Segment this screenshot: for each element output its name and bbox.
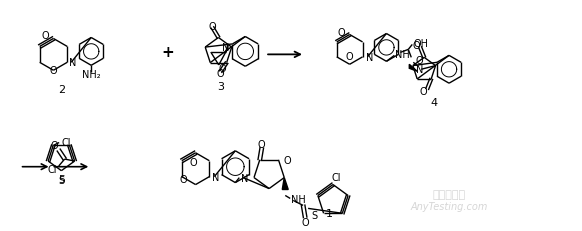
- Text: Cl: Cl: [61, 137, 70, 147]
- Text: O: O: [217, 68, 225, 78]
- Text: O: O: [283, 155, 291, 165]
- Text: O: O: [42, 31, 49, 41]
- Text: N: N: [222, 43, 230, 53]
- Text: N: N: [365, 53, 373, 63]
- Text: O: O: [301, 217, 309, 227]
- Text: O: O: [180, 174, 187, 184]
- Text: N: N: [69, 58, 77, 68]
- Text: 嘉峨检测网: 嘉峨检测网: [432, 189, 466, 199]
- Text: 4: 4: [431, 98, 438, 108]
- Text: O: O: [49, 66, 57, 76]
- Text: 2: 2: [58, 85, 65, 95]
- Text: OH: OH: [413, 39, 428, 49]
- Text: NH: NH: [395, 50, 410, 60]
- Text: N: N: [242, 173, 249, 183]
- Text: O: O: [413, 41, 420, 51]
- Text: 3: 3: [217, 82, 224, 92]
- Text: +: +: [161, 45, 174, 60]
- Polygon shape: [409, 65, 417, 72]
- Text: NH₂: NH₂: [82, 70, 101, 80]
- Text: S: S: [311, 210, 318, 220]
- Polygon shape: [282, 178, 288, 190]
- Text: N: N: [212, 172, 220, 182]
- Text: O: O: [219, 64, 226, 74]
- Text: O: O: [346, 52, 353, 62]
- Text: 1: 1: [327, 209, 333, 219]
- Text: NH: NH: [291, 195, 306, 204]
- Text: AnyTesting.com: AnyTesting.com: [410, 202, 488, 212]
- Text: Cl: Cl: [48, 164, 58, 174]
- Text: Cl: Cl: [331, 172, 340, 182]
- Text: 5: 5: [58, 174, 65, 184]
- Text: O: O: [416, 56, 423, 66]
- Text: N: N: [416, 65, 423, 75]
- Polygon shape: [226, 46, 228, 53]
- Text: O: O: [338, 28, 346, 38]
- Text: O: O: [420, 86, 427, 96]
- Text: O: O: [51, 140, 59, 150]
- Text: O: O: [190, 157, 197, 167]
- Text: O: O: [209, 21, 217, 31]
- Text: S: S: [58, 175, 65, 185]
- Text: O: O: [258, 139, 265, 149]
